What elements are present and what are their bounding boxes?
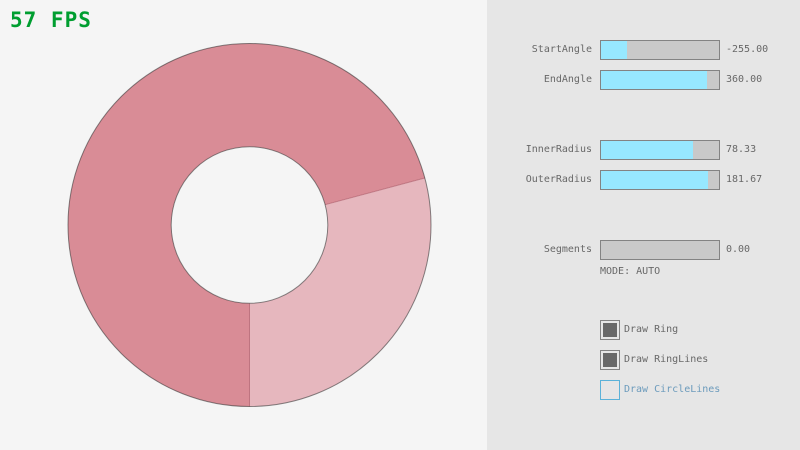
outerradius-slider[interactable]	[600, 170, 720, 190]
outerradius-row: OuterRadius 181.67	[487, 170, 800, 190]
ring-sector-light	[249, 178, 431, 407]
segments-row: Segments 0.00	[487, 240, 800, 260]
segments-label: Segments	[543, 244, 592, 255]
endangle-value: 360.00	[726, 74, 763, 85]
segments-value: 0.00	[726, 244, 751, 255]
startangle-row: StartAngle -255.00	[487, 40, 800, 60]
ring-inner-outline	[170, 146, 329, 304]
segments-slider[interactable]	[600, 240, 720, 260]
endangle-slider-fill	[601, 71, 708, 89]
ring-sector-dark	[67, 43, 425, 407]
mode-readout: MODE: AUTO	[600, 266, 661, 277]
draw-ringlines-row: Draw RingLines	[487, 350, 800, 370]
innerradius-slider[interactable]	[600, 140, 720, 160]
startangle-label: StartAngle	[531, 44, 592, 55]
control-panel: StartAngle -255.00 EndAngle 360.00 Inner…	[487, 0, 800, 450]
innerradius-value: 78.33	[726, 144, 757, 155]
endangle-label: EndAngle	[543, 74, 592, 85]
endangle-slider[interactable]	[600, 70, 720, 90]
innerradius-label: InnerRadius	[525, 144, 592, 155]
endangle-row: EndAngle 360.00	[487, 70, 800, 90]
draw-ringlines-checkmark	[603, 353, 617, 367]
outerradius-label: OuterRadius	[525, 174, 592, 185]
draw-ring-row: Draw Ring	[487, 320, 800, 340]
draw-ring-checkbox[interactable]	[600, 320, 620, 340]
draw-ring-checkmark	[603, 323, 617, 337]
startangle-slider[interactable]	[600, 40, 720, 60]
innerradius-slider-fill	[601, 141, 694, 159]
draw-ringlines-checkbox[interactable]	[600, 350, 620, 370]
startangle-slider-fill	[601, 41, 627, 59]
outerradius-value: 181.67	[726, 174, 763, 185]
fps-counter: 57 FPS	[10, 8, 92, 32]
ring-seam-line-start	[324, 177, 425, 206]
draw-circlelines-row: Draw CircleLines	[487, 380, 800, 400]
innerradius-row: InnerRadius 78.33	[487, 140, 800, 160]
ring-outer-outline	[67, 43, 432, 407]
draw-ring-label: Draw Ring	[624, 324, 679, 335]
draw-ringlines-label: Draw RingLines	[624, 354, 709, 365]
draw-circlelines-checkbox[interactable]	[600, 380, 620, 400]
draw-circlelines-label: Draw CircleLines	[624, 384, 721, 395]
outerradius-slider-fill	[601, 171, 709, 189]
startangle-value: -255.00	[726, 44, 769, 55]
